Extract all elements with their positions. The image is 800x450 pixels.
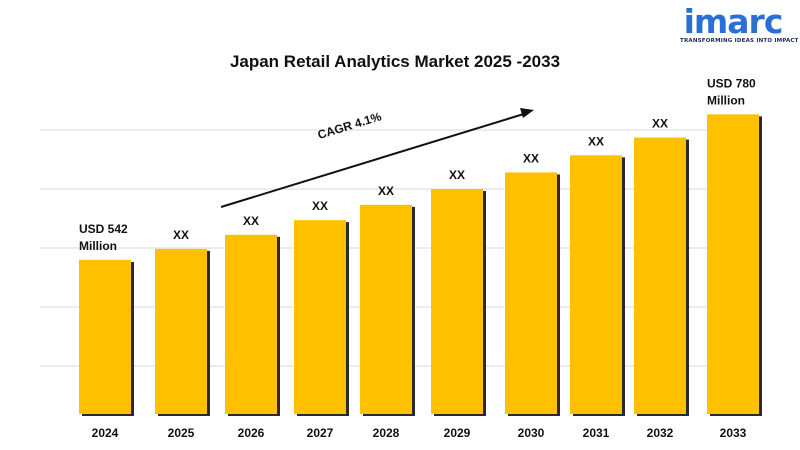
value-label: XX (588, 134, 604, 148)
x-tick-label: 2028 (373, 426, 400, 440)
x-tick-labels: 2024 2025 2026 2027 2028 2029 2030 2031 2032 2033 (92, 426, 747, 440)
value-label: XX (173, 228, 189, 242)
value-label: USD 780 (707, 76, 756, 90)
x-tick-label: 2027 (307, 426, 334, 440)
value-label: XX (523, 151, 539, 165)
value-label: XX (449, 168, 465, 182)
value-label: XX (243, 214, 259, 228)
imarc-logo: imarc TRANSFORMING IDEAS INTO IMPACT (680, 2, 799, 45)
x-tick-label: 2031 (583, 426, 610, 440)
x-tick-label: 2026 (238, 426, 265, 440)
x-tick-label: 2030 (518, 426, 545, 440)
bar-2028 (360, 204, 412, 414)
bar-2027 (294, 220, 346, 414)
bar-2025 (155, 248, 207, 414)
bars (79, 114, 762, 417)
value-label: USD 542 (79, 222, 128, 236)
value-label: XX (312, 199, 328, 213)
bar-2031 (570, 155, 622, 415)
bar-2026 (225, 234, 277, 414)
cagr-arrow (220, 108, 534, 208)
bar-2029 (431, 188, 483, 414)
logo-wordmark: imarc (683, 2, 784, 41)
value-label: Million (707, 93, 745, 107)
x-tick-label: 2024 (92, 426, 119, 440)
x-tick-label: 2032 (647, 426, 674, 440)
bar-2033 (707, 114, 759, 414)
x-tick-label: 2029 (444, 426, 471, 440)
bar-2024 (79, 259, 131, 414)
chart-title: Japan Retail Analytics Market 2025 -2033 (229, 52, 561, 71)
value-labels: USD 542 Million XX XX XX XX XX XX XX XX USD 780 Mil… (79, 76, 756, 253)
logo-tagline: TRANSFORMING IDEAS INTO IMPACT (680, 38, 799, 44)
bar-2030 (505, 172, 557, 414)
value-label: XX (652, 117, 668, 131)
bar-2032 (634, 137, 686, 415)
x-tick-label: 2025 (168, 426, 195, 440)
x-tick-label: 2033 (720, 426, 747, 440)
value-label: XX (378, 184, 394, 198)
value-label: Million (79, 239, 117, 253)
